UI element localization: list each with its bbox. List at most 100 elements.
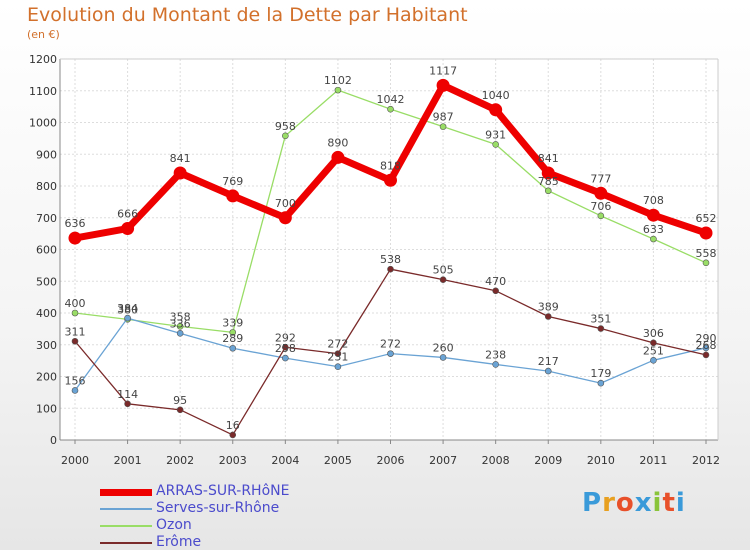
data-label-series-3: 351 bbox=[590, 313, 611, 326]
series-1-point bbox=[282, 354, 289, 362]
data-label-series-0: 841 bbox=[538, 152, 559, 165]
data-label-series-0: 777 bbox=[590, 172, 611, 185]
grid bbox=[60, 58, 718, 441]
series-3-point bbox=[229, 431, 237, 439]
data-label-series-0: 841 bbox=[170, 152, 191, 165]
series-1-point bbox=[71, 387, 79, 394]
data-label-series-2: 1042 bbox=[377, 93, 405, 106]
series-0-point bbox=[489, 103, 503, 117]
y-tick-label: 1200 bbox=[29, 53, 57, 66]
logo-letter: o bbox=[615, 488, 635, 518]
data-label-series-2: 380 bbox=[117, 303, 138, 316]
data-label-series-1: 231 bbox=[327, 351, 348, 364]
data-label-series-1: 336 bbox=[170, 317, 191, 330]
legend-swatch-erome bbox=[100, 542, 152, 544]
series-1-point bbox=[597, 379, 605, 387]
series-0-point bbox=[331, 150, 345, 164]
x-tick-label: 2005 bbox=[324, 454, 352, 467]
series-2-point bbox=[597, 212, 605, 220]
data-label-series-2: 931 bbox=[485, 128, 506, 141]
series-3-point bbox=[650, 339, 657, 347]
series-1-point bbox=[492, 361, 499, 368]
series-0-point bbox=[278, 211, 292, 225]
series-layer bbox=[68, 78, 713, 439]
data-label-series-3: 389 bbox=[538, 300, 559, 313]
series-3-point bbox=[492, 287, 499, 295]
series-1-point bbox=[650, 357, 657, 364]
x-tick-label: 2002 bbox=[166, 454, 194, 467]
series-3-point bbox=[124, 400, 131, 408]
series-0-point bbox=[121, 222, 135, 236]
x-tick-label: 2004 bbox=[271, 454, 299, 467]
series-3-point bbox=[544, 313, 552, 320]
data-label-series-2: 706 bbox=[590, 200, 611, 213]
data-label-series-3: 306 bbox=[643, 327, 664, 340]
series-0-point bbox=[594, 186, 608, 200]
data-label-series-2: 339 bbox=[222, 316, 243, 329]
series-1-point bbox=[439, 354, 447, 361]
data-label-series-3: 16 bbox=[226, 419, 240, 432]
data-label-series-3: 538 bbox=[380, 253, 401, 266]
x-tick-label: 2000 bbox=[61, 454, 89, 467]
data-label-series-2: 358 bbox=[170, 310, 191, 323]
series-0-point bbox=[436, 78, 450, 92]
series-0-point bbox=[226, 189, 240, 203]
series-1-point bbox=[334, 363, 342, 370]
legend-label-erome: Erôme bbox=[156, 534, 202, 550]
series-2-point bbox=[387, 105, 394, 113]
data-label-series-1: 238 bbox=[485, 348, 506, 361]
data-label-series-1: 251 bbox=[643, 344, 664, 357]
legend-swatch-serves bbox=[100, 508, 152, 510]
data-label-series-0: 818 bbox=[380, 159, 401, 172]
data-label-series-0: 1117 bbox=[429, 64, 457, 77]
series-2-point bbox=[71, 309, 79, 317]
series-0-point bbox=[646, 208, 660, 222]
data-labels: 400 380 358 339 958 1102 1042 987 931 785 706 633 55… bbox=[65, 64, 717, 432]
data-label-series-3: 470 bbox=[485, 275, 506, 288]
series-2-point bbox=[229, 329, 237, 336]
data-label-series-3: 292 bbox=[275, 331, 296, 344]
y-tick-label: 600 bbox=[36, 244, 57, 257]
series-1-point bbox=[124, 314, 131, 322]
series-3-point bbox=[439, 276, 447, 283]
series-2-point bbox=[282, 132, 289, 140]
logo-letter: i bbox=[675, 488, 686, 518]
logo-letter: P bbox=[582, 488, 603, 518]
x-tick-label: 2003 bbox=[219, 454, 247, 467]
data-label-series-2: 400 bbox=[65, 297, 86, 310]
y-tick-label: 1100 bbox=[29, 85, 57, 98]
data-label-series-2: 987 bbox=[433, 111, 454, 124]
y-tick-label: 300 bbox=[36, 339, 57, 352]
series-0-point bbox=[541, 166, 555, 180]
data-label-series-0: 708 bbox=[643, 194, 664, 207]
data-label-series-0: 700 bbox=[275, 197, 296, 210]
x-tick-label: 2011 bbox=[639, 454, 667, 467]
series-3-point bbox=[282, 343, 289, 351]
data-label-series-1: 217 bbox=[538, 355, 559, 368]
y-tick-label: 800 bbox=[36, 180, 57, 193]
series-1-point bbox=[544, 367, 552, 375]
data-label-series-3: 272 bbox=[327, 338, 348, 351]
series-0-point bbox=[699, 226, 713, 240]
data-label-series-3: 114 bbox=[117, 388, 138, 401]
series-3-point bbox=[597, 325, 605, 332]
series-2-point bbox=[650, 235, 657, 243]
series-1-point bbox=[229, 344, 237, 352]
x-tick-label: 2001 bbox=[114, 454, 142, 467]
logo-letter: x bbox=[634, 488, 653, 518]
x-tick-label: 2009 bbox=[534, 454, 562, 467]
series-3-point bbox=[387, 265, 394, 273]
data-label-series-0: 666 bbox=[117, 208, 138, 221]
y-tick-label: 0 bbox=[50, 434, 57, 447]
data-label-series-0: 769 bbox=[222, 175, 243, 188]
data-label-series-1: 156 bbox=[65, 374, 86, 387]
logo-letter: r bbox=[602, 488, 616, 518]
logo-letter: t bbox=[662, 488, 676, 518]
data-label-series-2: 1102 bbox=[324, 74, 352, 87]
data-label-series-1: 272 bbox=[380, 338, 401, 351]
data-label-series-3: 505 bbox=[433, 264, 454, 277]
data-label-series-2: 785 bbox=[538, 175, 559, 188]
data-label-series-1: 384 bbox=[117, 302, 138, 315]
data-label-series-1: 260 bbox=[433, 341, 454, 354]
data-label-series-0: 652 bbox=[696, 212, 717, 225]
